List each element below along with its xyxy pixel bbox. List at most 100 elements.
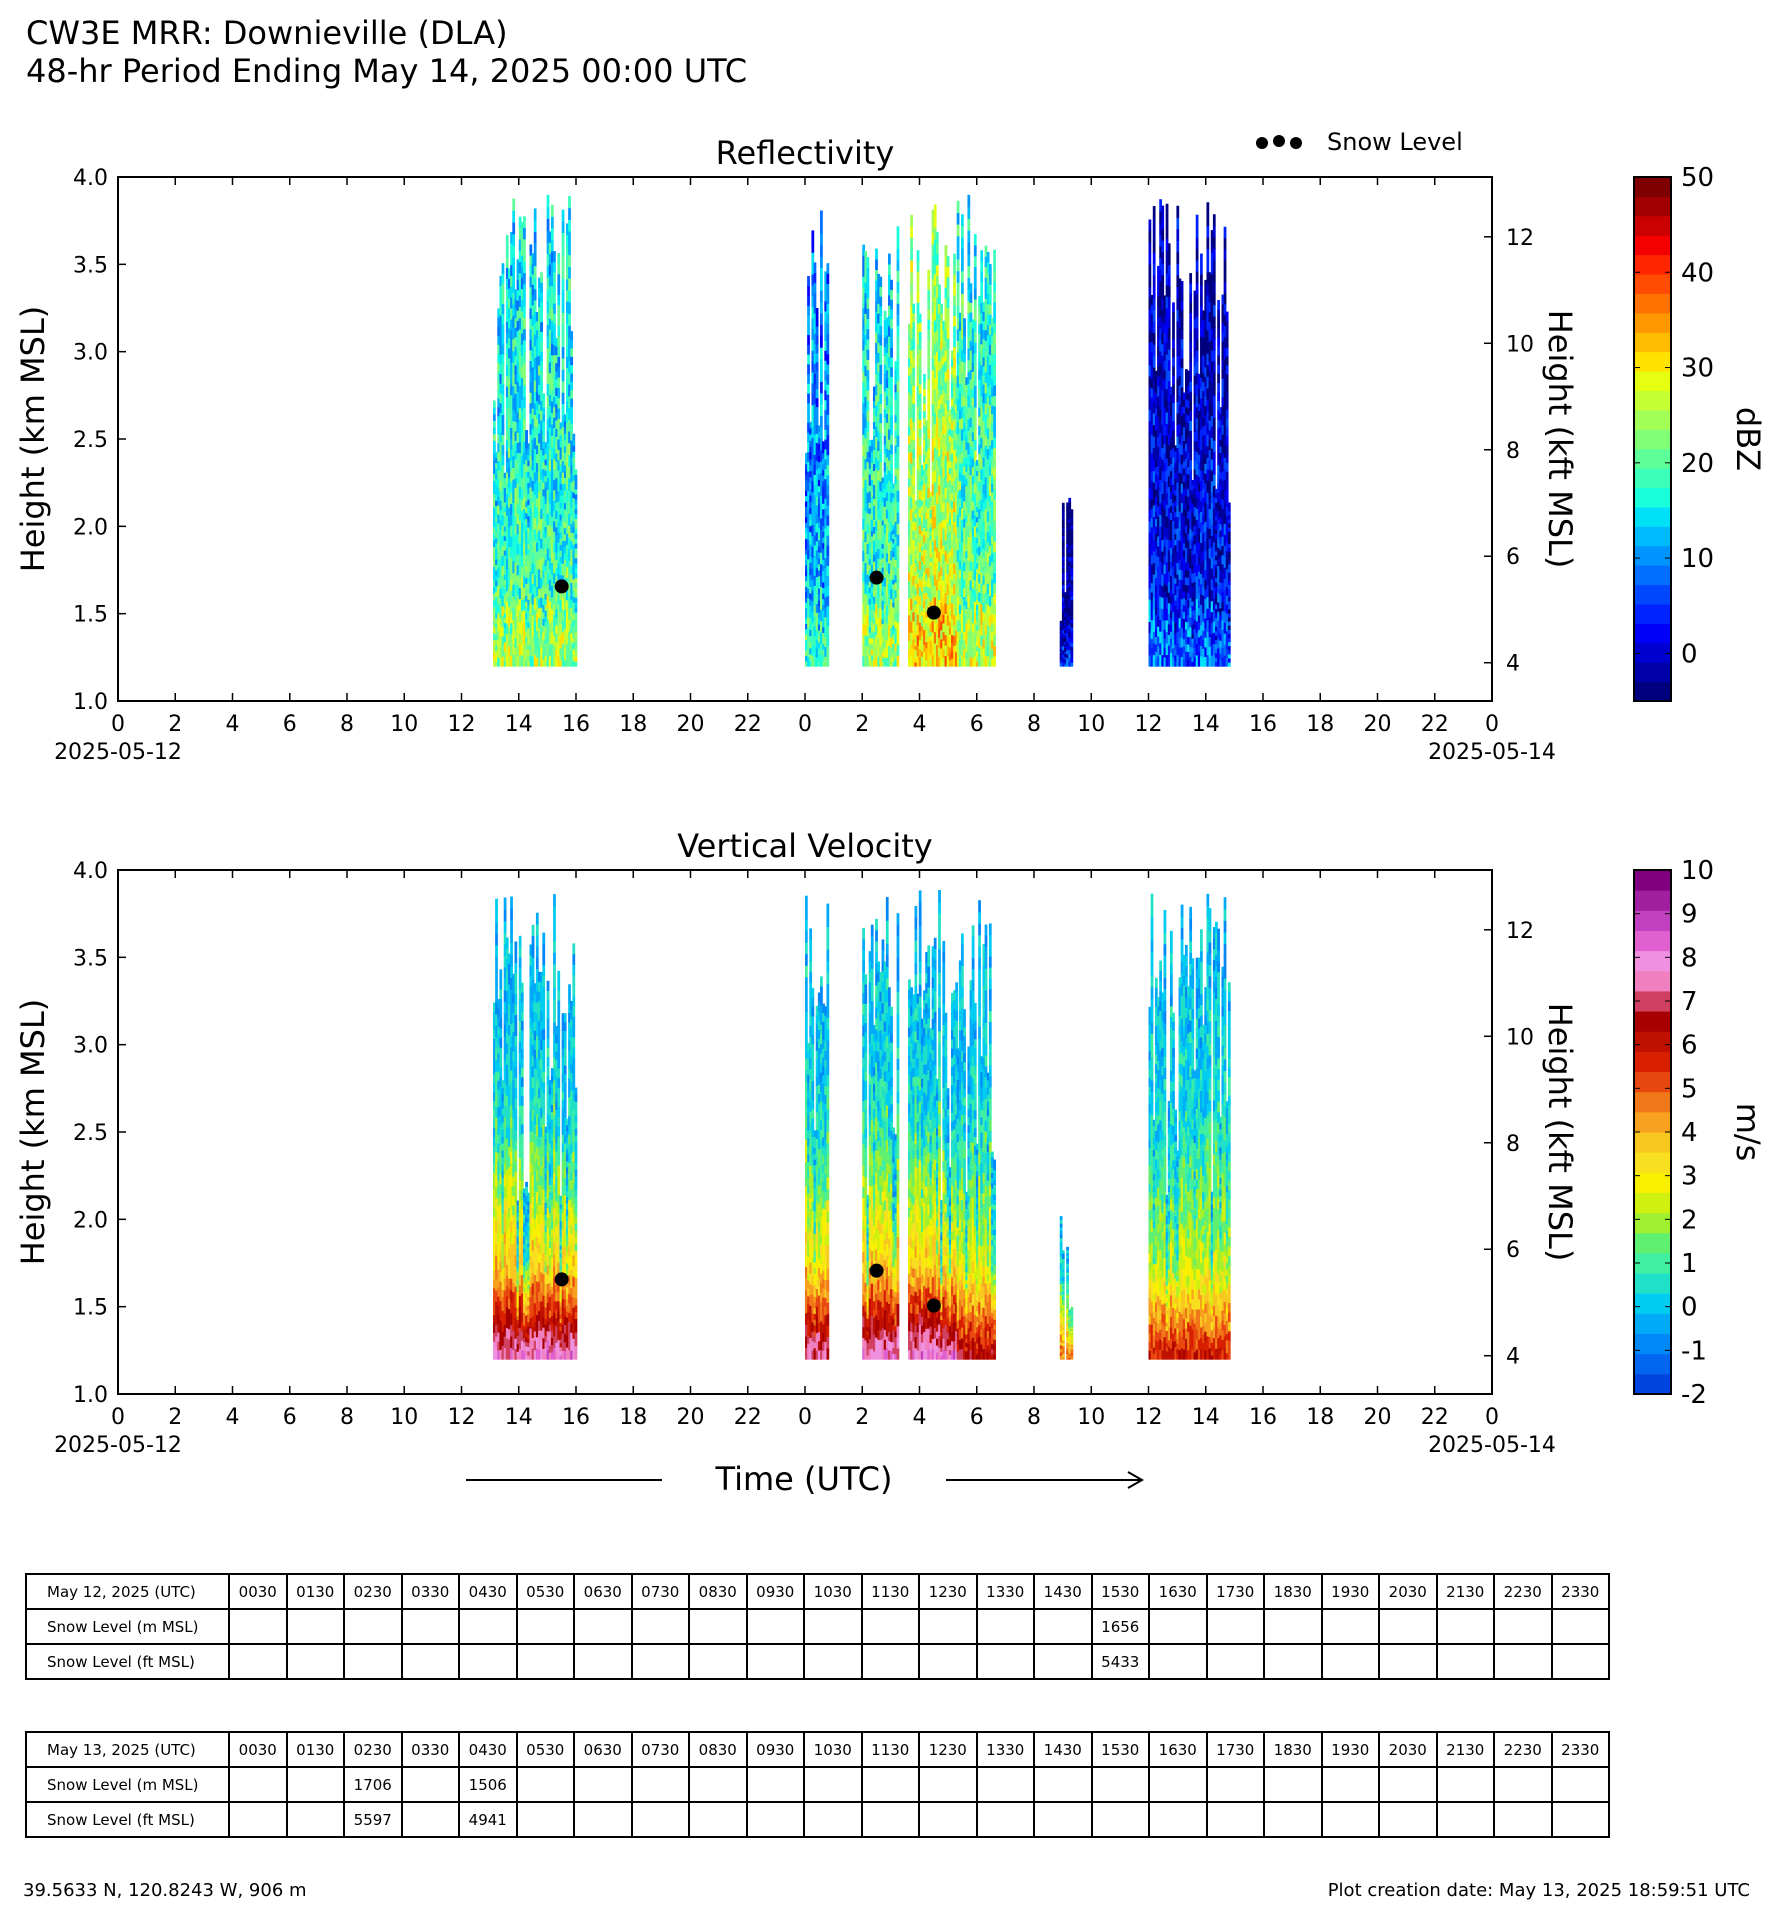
echo-cell bbox=[956, 305, 960, 318]
echo-cell bbox=[563, 571, 567, 579]
echo-cell bbox=[870, 530, 874, 537]
echo-cell bbox=[1059, 645, 1063, 648]
echo-cell bbox=[1159, 280, 1162, 294]
echo-cell bbox=[1059, 662, 1063, 665]
echo-cell bbox=[542, 413, 546, 422]
echo-cell bbox=[809, 592, 813, 600]
echo-cell bbox=[1061, 637, 1065, 643]
echo-cell bbox=[925, 512, 928, 520]
echo-cell bbox=[969, 321, 973, 332]
echo-cell bbox=[565, 378, 569, 391]
echo-cell bbox=[984, 329, 988, 341]
echo-cell bbox=[1150, 647, 1154, 658]
echo-cell bbox=[826, 313, 830, 325]
echo-cell bbox=[499, 392, 503, 404]
echo-cell bbox=[1167, 623, 1171, 635]
echo-cell bbox=[991, 474, 994, 484]
echo-cell bbox=[809, 489, 813, 496]
echo-cell bbox=[514, 449, 518, 460]
echo-cell bbox=[561, 620, 565, 633]
echo-cell bbox=[1167, 317, 1171, 329]
echo-cell bbox=[910, 609, 913, 622]
echo-cell bbox=[892, 606, 896, 612]
echo-cell bbox=[544, 582, 548, 589]
echo-cell bbox=[1154, 429, 1158, 438]
echo-cell bbox=[497, 362, 501, 372]
echo-cell bbox=[940, 403, 943, 414]
echo-cell bbox=[988, 304, 992, 315]
echo-cell bbox=[813, 474, 817, 486]
echo-cell bbox=[1064, 636, 1067, 639]
echo-cell bbox=[978, 462, 981, 473]
echo-cell bbox=[877, 518, 881, 530]
echo-cell bbox=[815, 397, 819, 408]
echo-cell bbox=[963, 405, 966, 415]
echo-cell bbox=[531, 655, 535, 667]
echo-cell bbox=[505, 342, 509, 355]
echo-cell bbox=[520, 455, 524, 467]
echo-cell bbox=[533, 574, 537, 587]
echo-cell bbox=[991, 579, 994, 589]
echo-cell bbox=[531, 480, 535, 492]
echo-cell bbox=[982, 520, 986, 531]
echo-cell bbox=[938, 551, 941, 562]
echo-cell bbox=[516, 279, 520, 291]
echo-cell bbox=[1059, 623, 1063, 625]
echo-cell bbox=[868, 598, 872, 605]
echo-cell bbox=[877, 499, 881, 510]
echo-cell bbox=[499, 568, 503, 579]
echo-cell bbox=[499, 305, 503, 316]
echo-cell bbox=[944, 381, 948, 394]
echo-cell bbox=[527, 610, 531, 617]
echo-cell bbox=[1152, 493, 1156, 506]
echo-cell bbox=[538, 374, 541, 385]
echo-cell bbox=[542, 441, 546, 449]
echo-cell bbox=[918, 366, 922, 376]
echo-cell bbox=[514, 459, 518, 470]
echo-cell bbox=[811, 611, 815, 624]
echo-cell bbox=[826, 424, 830, 435]
echo-cell bbox=[896, 347, 900, 359]
echo-cell bbox=[520, 499, 524, 512]
echo-cell bbox=[555, 338, 558, 347]
echo-cell bbox=[518, 317, 522, 330]
echo-cell bbox=[984, 277, 988, 289]
echo-cell bbox=[525, 642, 528, 649]
echo-cell bbox=[807, 656, 810, 667]
echo-cell bbox=[944, 423, 948, 436]
echo-cell bbox=[963, 631, 966, 641]
echo-cell bbox=[1165, 330, 1169, 344]
echo-cell bbox=[910, 237, 913, 250]
echo-cell bbox=[508, 616, 511, 627]
echo-cell bbox=[565, 455, 569, 468]
echo-cell bbox=[1150, 536, 1154, 547]
echo-cell bbox=[555, 354, 558, 364]
echo-cell bbox=[533, 471, 537, 484]
echo-cell bbox=[980, 603, 984, 615]
echo-cell bbox=[940, 340, 943, 350]
echo-cell bbox=[559, 495, 563, 503]
echo-cell bbox=[927, 576, 931, 588]
echo-cell bbox=[927, 299, 931, 310]
echo-cell bbox=[870, 468, 874, 475]
echo-cell bbox=[565, 489, 569, 501]
echo-cell bbox=[935, 481, 939, 494]
echo-cell bbox=[965, 471, 969, 479]
echo-cell bbox=[920, 656, 924, 662]
echo-cell bbox=[535, 427, 539, 437]
echo-cell bbox=[961, 609, 964, 622]
echo-cell bbox=[944, 455, 948, 467]
echo-cell bbox=[495, 569, 498, 576]
echo-cell bbox=[1070, 634, 1074, 640]
echo-cell bbox=[542, 536, 546, 544]
echo-cell bbox=[938, 456, 941, 467]
echo-cell bbox=[875, 258, 878, 270]
echo-cell bbox=[892, 524, 896, 530]
echo-cell bbox=[927, 329, 931, 340]
echo-cell bbox=[807, 441, 810, 453]
echo-cell bbox=[866, 512, 870, 524]
echo-cell bbox=[1163, 629, 1167, 639]
echo-cell bbox=[910, 575, 913, 588]
echo-cell bbox=[1070, 524, 1074, 530]
echo-cell bbox=[1150, 424, 1154, 435]
